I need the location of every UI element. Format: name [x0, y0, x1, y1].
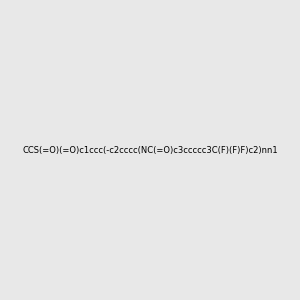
Text: CCS(=O)(=O)c1ccc(-c2cccc(NC(=O)c3ccccc3C(F)(F)F)c2)nn1: CCS(=O)(=O)c1ccc(-c2cccc(NC(=O)c3ccccc3C…	[22, 146, 278, 154]
